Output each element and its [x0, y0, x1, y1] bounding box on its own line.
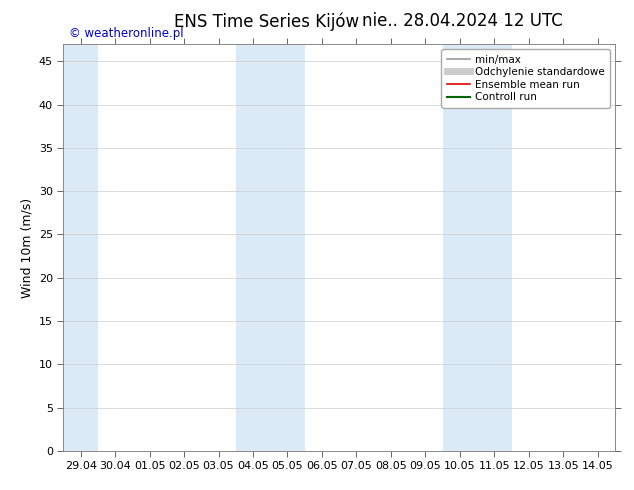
Bar [443, 44, 512, 451]
Text: nie.. 28.04.2024 12 UTC: nie.. 28.04.2024 12 UTC [363, 12, 563, 30]
Text: ENS Time Series Kijów: ENS Time Series Kijów [174, 12, 359, 31]
Bar [236, 44, 305, 451]
Y-axis label: Wind 10m (m/s): Wind 10m (m/s) [20, 197, 34, 297]
Legend: min/max, Odchylenie standardowe, Ensemble mean run, Controll run: min/max, Odchylenie standardowe, Ensembl… [441, 49, 610, 107]
Bar [63, 44, 98, 451]
Text: © weatheronline.pl: © weatheronline.pl [69, 27, 183, 40]
